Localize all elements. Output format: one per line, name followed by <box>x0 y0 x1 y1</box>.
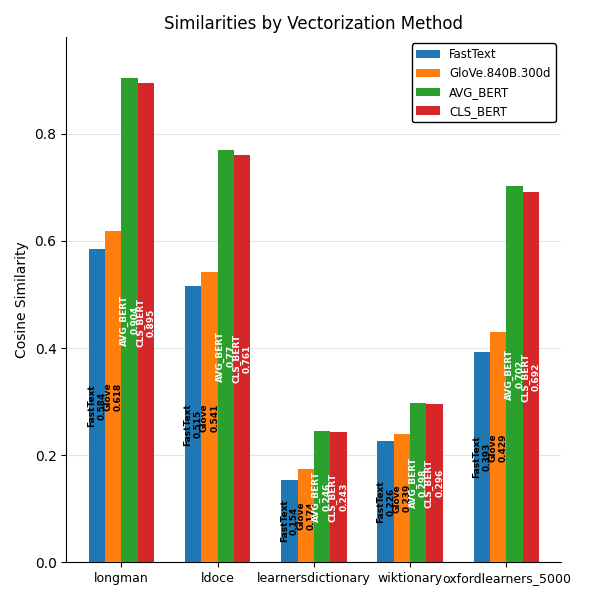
Legend: FastText, GloVe.840B.300d, AVG_BERT, CLS_BERT: FastText, GloVe.840B.300d, AVG_BERT, CLS… <box>412 43 556 122</box>
Bar <box>394 434 410 562</box>
Bar <box>88 250 105 562</box>
Bar <box>330 432 346 562</box>
Text: CLS_BERT
0.761: CLS_BERT 0.761 <box>232 334 252 383</box>
Text: AVG_BERT
0.298: AVG_BERT 0.298 <box>408 457 428 508</box>
Text: Glove
0.174: Glove 0.174 <box>296 502 316 530</box>
Text: FastText
0.154: FastText 0.154 <box>280 500 299 542</box>
Bar <box>105 231 122 562</box>
Text: AVG_BERT
0.702: AVG_BERT 0.702 <box>504 349 524 400</box>
Text: Glove
0.429: Glove 0.429 <box>489 433 508 461</box>
Bar <box>218 150 234 562</box>
Text: CLS_BERT
0.296: CLS_BERT 0.296 <box>425 458 444 508</box>
Bar <box>410 403 427 562</box>
Bar <box>185 286 201 562</box>
Bar <box>474 352 490 562</box>
Text: FastText
0.584: FastText 0.584 <box>87 385 107 427</box>
Bar <box>523 191 539 562</box>
Bar <box>427 404 442 562</box>
Bar <box>490 332 506 562</box>
Bar <box>122 78 138 562</box>
Text: FastText
0.515: FastText 0.515 <box>183 403 203 446</box>
Text: Glove
0.541: Glove 0.541 <box>200 403 219 431</box>
Bar <box>314 431 330 562</box>
Text: CLS_BERT
0.243: CLS_BERT 0.243 <box>329 473 348 522</box>
Text: FastText
0.226: FastText 0.226 <box>376 481 395 523</box>
Title: Similarities by Vectorization Method: Similarities by Vectorization Method <box>165 15 463 33</box>
Bar <box>281 480 297 562</box>
Bar <box>297 469 314 562</box>
Bar <box>506 186 523 562</box>
Text: AVG_BERT
0.904: AVG_BERT 0.904 <box>120 295 139 346</box>
Bar <box>234 155 250 562</box>
Bar <box>201 272 218 562</box>
Text: AVG_BERT
0.77: AVG_BERT 0.77 <box>216 331 235 382</box>
Text: CLS_BERT
0.692: CLS_BERT 0.692 <box>521 352 540 401</box>
Text: Glove
0.618: Glove 0.618 <box>104 382 123 411</box>
Text: AVG_BERT
0.246: AVG_BERT 0.246 <box>312 471 332 522</box>
Text: Glove
0.239: Glove 0.239 <box>392 484 412 512</box>
Bar <box>378 441 394 562</box>
Bar <box>138 83 154 562</box>
Y-axis label: Cosine Similarity: Cosine Similarity <box>15 241 29 358</box>
Text: FastText
0.393: FastText 0.393 <box>472 436 491 478</box>
Text: CLS_BERT
0.895: CLS_BERT 0.895 <box>136 298 156 347</box>
